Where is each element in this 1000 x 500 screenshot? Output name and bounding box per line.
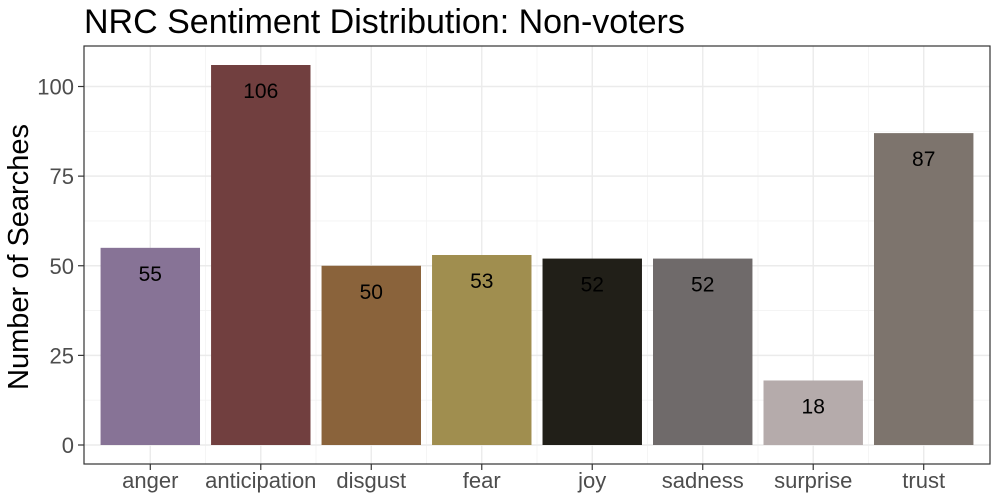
- data-label-sadness: 52: [691, 274, 714, 297]
- y-tick-label: 75: [50, 164, 74, 189]
- bar-joy: [542, 258, 642, 445]
- data-label-anticipation: 106: [243, 80, 278, 103]
- x-tick-label-fear: fear: [463, 468, 501, 493]
- x-axis: anger anticipation disgust fear joy sadness su…: [122, 464, 945, 493]
- data-label-surprise: 18: [802, 395, 825, 418]
- x-tick-label-joy: joy: [577, 468, 606, 493]
- bar-fear: [432, 255, 532, 445]
- bar-trust: [873, 133, 974, 445]
- data-label-disgust: 50: [360, 281, 383, 304]
- bar-sadness: [653, 258, 753, 445]
- chart-title: NRC Sentiment Distribution: Non-voters: [84, 3, 685, 41]
- data-labels: 55 106 50 53 52 52 18 87: [139, 80, 936, 418]
- y-tick-label: 25: [50, 343, 74, 368]
- x-tick-label-trust: trust: [902, 468, 945, 493]
- y-axis: 0 25 50 75 100: [37, 75, 84, 458]
- data-label-anger: 55: [139, 263, 162, 286]
- data-label-trust: 87: [912, 148, 935, 171]
- panel-border: [83, 45, 991, 465]
- x-tick-label-surprise: surprise: [774, 468, 852, 493]
- y-tick-label: 0: [62, 433, 74, 458]
- x-tick-label-sadness: sadness: [662, 468, 744, 493]
- y-axis-label: Number of Searches: [3, 124, 35, 390]
- bar-anger: [100, 247, 201, 445]
- bar-anticipation: [211, 65, 311, 445]
- data-label-joy: 52: [581, 274, 604, 297]
- y-tick-label: 50: [50, 254, 74, 279]
- bars: [100, 65, 974, 445]
- x-tick-label-anticipation: anticipation: [205, 468, 316, 493]
- bar-surprise: [763, 380, 863, 445]
- x-tick-label-anger: anger: [122, 468, 178, 493]
- data-label-fear: 53: [470, 270, 493, 293]
- x-tick-label-disgust: disgust: [336, 468, 406, 493]
- bar-disgust: [321, 265, 421, 445]
- y-tick-label: 100: [37, 75, 74, 100]
